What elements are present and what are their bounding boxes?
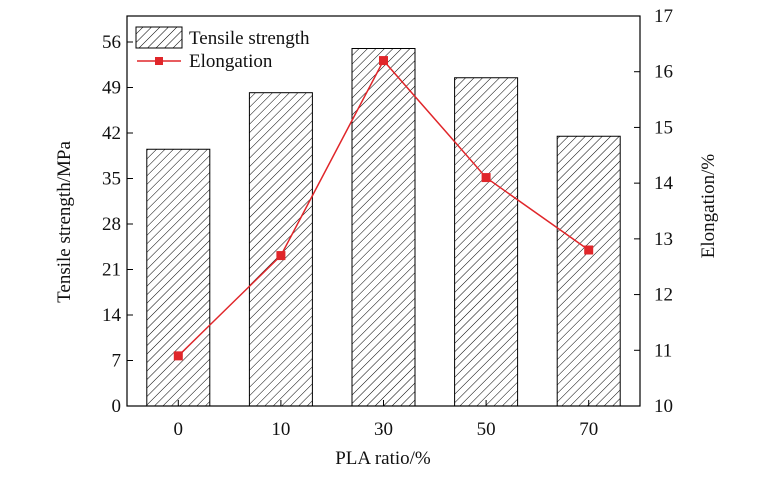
bar-10 xyxy=(248,92,313,407)
x-tick-label: 70 xyxy=(579,419,598,440)
y2-tick-label: 17 xyxy=(654,6,673,27)
elongation-point-50 xyxy=(481,173,491,183)
y-tick-label: 35 xyxy=(102,169,121,190)
elongation-point-30 xyxy=(379,56,388,66)
y2-tick-label: 13 xyxy=(654,229,673,250)
right-axis-ticks: 10 11 12 13 14 15 16 17 xyxy=(634,6,674,417)
y2-tick-label: 15 xyxy=(654,117,673,138)
y2-tick-label: 16 xyxy=(654,62,673,83)
bar-50 xyxy=(454,77,519,407)
elongation-series xyxy=(173,56,594,361)
y-tick-label: 56 xyxy=(102,32,121,53)
left-axis-ticks: 0 7 14 21 28 35 42 49 56 xyxy=(102,32,133,417)
y-tick-label: 7 xyxy=(112,351,122,372)
y-tick-label: 42 xyxy=(102,123,121,144)
bar-0 xyxy=(146,148,211,407)
elongation-point-70 xyxy=(584,245,594,255)
bar-series xyxy=(146,48,621,407)
legend-label-tensile-strength: Tensile strength xyxy=(189,28,310,49)
y2-tick-label: 11 xyxy=(654,340,672,361)
x-axis-label: PLA ratio/% xyxy=(335,448,431,469)
y2-axis-label: Elongation/% xyxy=(698,154,719,259)
x-tick-label: 50 xyxy=(477,419,496,440)
elongation-point-10 xyxy=(276,251,286,261)
y2-tick-label: 10 xyxy=(654,396,673,417)
y2-tick-label: 14 xyxy=(654,173,674,194)
legend-marker-elongation xyxy=(155,57,163,65)
y-axis-label: Tensile strength/MPa xyxy=(54,141,75,303)
y-tick-label: 21 xyxy=(102,260,121,281)
y-tick-label: 28 xyxy=(102,214,121,235)
legend-label-elongation: Elongation xyxy=(189,51,273,72)
x-axis-ticks: 0 10 30 50 70 xyxy=(174,400,598,440)
legend-swatch-tensile-strength xyxy=(135,26,183,49)
elongation-point-0 xyxy=(173,351,183,361)
x-tick-label: 30 xyxy=(374,419,393,440)
y-tick-label: 14 xyxy=(102,305,122,326)
bar-30 xyxy=(351,48,416,407)
legend: Tensile strength Elongation xyxy=(135,26,310,72)
x-tick-label: 10 xyxy=(271,419,290,440)
y2-tick-label: 12 xyxy=(654,285,673,306)
x-tick-label: 0 xyxy=(174,419,184,440)
y-tick-label: 0 xyxy=(112,396,122,417)
y-tick-label: 49 xyxy=(102,78,121,99)
bar-70 xyxy=(556,135,621,407)
